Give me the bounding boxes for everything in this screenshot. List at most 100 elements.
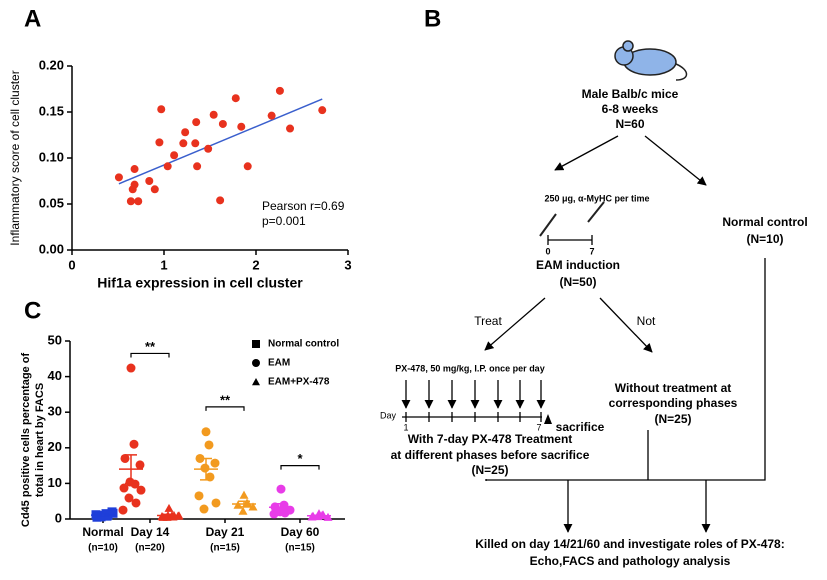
point <box>155 138 164 147</box>
x-tick-label: Normal <box>82 525 123 539</box>
point <box>136 485 146 495</box>
annotation: Pearson r=0.69 <box>262 199 345 213</box>
diagram-text: EAM induction <box>536 258 620 272</box>
point <box>199 504 209 514</box>
error-bar <box>97 513 109 517</box>
diagram-text: 6-8 weeks <box>602 102 659 116</box>
diagram-text: (N=10) <box>746 232 783 246</box>
diagram-text: Normal control <box>722 215 807 229</box>
x-tick-label: (n=15) <box>285 543 315 554</box>
point <box>248 502 258 511</box>
point <box>124 493 134 503</box>
connector <box>486 258 766 481</box>
x-tick-label: Day 21 <box>206 525 245 539</box>
diagram-text: Echo,FACS and pathology analysis <box>530 554 731 568</box>
point <box>130 165 139 174</box>
x-tick-label: (n=15) <box>210 543 240 554</box>
error-bar <box>275 502 287 512</box>
diagram-text: (N=25) <box>654 412 691 426</box>
point <box>275 86 284 95</box>
point <box>164 503 174 512</box>
diagram-text: 250 μg, α-MyHC per time <box>544 193 649 203</box>
panel-label: C <box>24 297 41 324</box>
timeline <box>401 380 552 424</box>
x-tick-label: 2 <box>252 257 259 272</box>
point <box>192 118 201 127</box>
diagram-text: 1 <box>403 422 408 432</box>
point <box>131 498 141 508</box>
point <box>145 177 154 185</box>
diagram-text: at different phases before sacrifice <box>391 448 590 462</box>
arrow <box>599 297 653 353</box>
x-tick-label: 1 <box>160 257 167 272</box>
point <box>129 439 139 449</box>
error-bar <box>313 514 325 518</box>
y-axis-label: Cd45 positive cells percentage of <box>20 353 32 528</box>
point <box>252 340 260 348</box>
legend-label: Normal control <box>268 339 339 350</box>
point <box>280 508 290 518</box>
significance-bracket <box>280 465 320 470</box>
point <box>193 162 202 171</box>
point <box>134 197 143 206</box>
point <box>201 427 211 437</box>
point <box>179 139 188 148</box>
chart-a: 0.00 0.05 0.10 0.15 0.20 0 1 2 3 Hif1a expression… <box>8 57 351 290</box>
diagram-text: (N=50) <box>559 275 596 289</box>
point <box>194 491 204 501</box>
point <box>191 139 200 148</box>
significance-label: ** <box>145 339 156 354</box>
x-tick-label: 3 <box>344 257 351 272</box>
point <box>200 463 210 473</box>
arrow <box>554 135 619 171</box>
point <box>114 173 123 182</box>
point <box>276 484 286 494</box>
point <box>163 162 172 171</box>
point <box>252 359 260 367</box>
legend-label: EAM <box>268 358 290 369</box>
diagram-text: Without treatment at <box>615 381 732 395</box>
y-tick-label: 10 <box>48 475 62 490</box>
point <box>243 162 252 171</box>
point <box>269 509 279 519</box>
y-tick-label: 0.05 <box>39 195 64 210</box>
point <box>120 453 130 463</box>
point <box>181 128 190 137</box>
y-tick-label: 50 <box>48 332 62 347</box>
x-tick-label: (n=20) <box>135 543 165 554</box>
diagram-text: Not <box>637 314 656 328</box>
diagram-text: Treat <box>474 314 502 328</box>
point <box>170 151 179 160</box>
diagram-text: 7 <box>536 422 541 432</box>
point <box>157 105 166 114</box>
annotation: p=0.001 <box>262 214 306 228</box>
point <box>318 106 327 115</box>
point <box>267 111 276 120</box>
point <box>118 505 128 515</box>
diagram-text: PX-478, 50 mg/kg, I.P. once per day <box>395 363 544 373</box>
significance-label: * <box>297 451 303 466</box>
arrow <box>644 135 707 186</box>
point <box>150 185 159 194</box>
point <box>239 490 249 499</box>
point <box>216 196 225 205</box>
error-bar <box>125 454 137 485</box>
y-tick-label: 20 <box>48 439 62 454</box>
error-bar <box>200 457 212 481</box>
diagram-text: N=60 <box>615 117 644 131</box>
x-tick-label: (n=10) <box>88 543 118 554</box>
diagram-text: corresponding phases <box>609 396 738 410</box>
panel-label: A <box>24 5 41 32</box>
y-tick-label: 0.00 <box>39 241 64 256</box>
point <box>210 458 220 468</box>
diagram-text: 0 <box>545 246 550 256</box>
point <box>204 440 214 450</box>
y-tick-label: 0.10 <box>39 149 64 164</box>
point <box>126 363 136 373</box>
y-tick-label: 40 <box>48 368 62 383</box>
diagram-text: Day <box>380 410 397 420</box>
arrow <box>484 297 546 351</box>
x-tick-label: Day 14 <box>131 525 170 539</box>
point <box>231 94 240 103</box>
